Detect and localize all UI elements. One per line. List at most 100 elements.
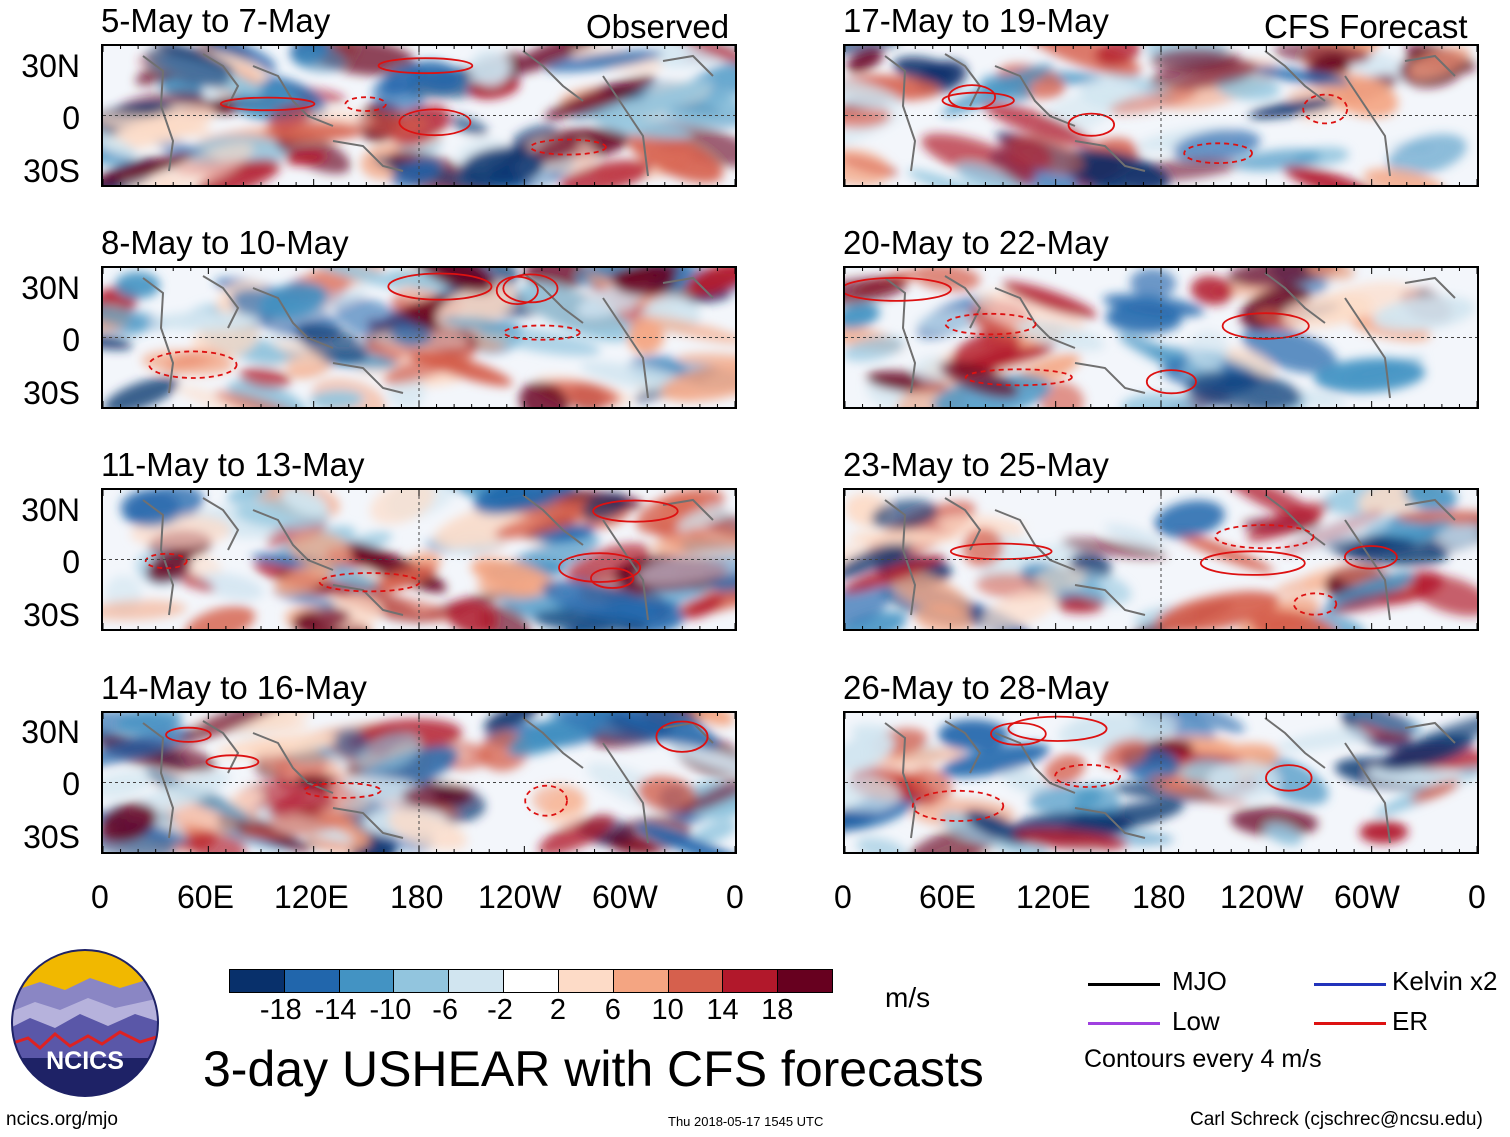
colorbar-swatch [448,969,505,993]
anomaly-blob [921,133,1037,184]
coastline [1404,721,1456,744]
anomaly-blob [511,124,558,149]
coastline [142,722,175,839]
anomaly-blob [631,90,735,132]
map-panel-4 [843,266,1479,409]
er-contour [205,754,260,770]
coastline [1344,297,1391,399]
contour-note: Contours every 4 m/s [1084,1045,1322,1073]
coastline [1404,54,1456,77]
colorbar-swatch [229,969,285,993]
lon-left-end: 0 [726,879,744,915]
anomaly-blob [907,169,980,185]
er-contour [1221,312,1310,340]
anomaly-blob [693,713,735,726]
anomaly-blob [291,608,350,629]
anomaly-blob [1305,268,1355,281]
er-contour [1054,763,1121,788]
legend-label-kelvin: Kelvin x2 [1392,966,1498,996]
coastline [1404,276,1456,299]
anomaly-blob [309,390,364,407]
er-contour [219,96,316,112]
er-contour [398,108,472,137]
er-contour [503,324,581,341]
er-contour [1199,550,1306,576]
colorbar-swatch [503,969,559,993]
panel-title-8: 26-May to 28-May [843,669,1109,706]
anomaly-blob [103,728,196,767]
coastline [1404,498,1456,521]
anomaly-blob [1407,46,1471,80]
er-contour [1214,524,1315,550]
anomaly-blob [893,56,957,84]
lat-30s-row2: 30S [23,375,80,411]
anomaly-blob [612,268,677,297]
anomaly-blob [274,564,333,595]
anomaly-blob [116,713,183,736]
anomaly-blob [845,336,905,362]
lat-eq-row2: 0 [62,322,80,358]
anomaly-blob [1174,713,1246,734]
colorbar-tick-label: 10 [651,994,684,1026]
anomaly-blob [1190,275,1234,306]
anomaly-blob [1044,754,1086,785]
er-contour [144,552,188,570]
anomaly-blob [845,77,903,110]
anomaly-blob [151,311,259,331]
anomaly-blob [1372,295,1475,332]
anomaly-blob [1410,574,1477,617]
coastline [884,55,917,172]
colorbar-swatch [722,969,779,993]
anomaly-blob [941,743,1050,778]
anomaly-blob [845,583,891,628]
anomaly-blob [239,367,291,389]
lat-30s-row3: 30S [23,597,80,633]
colorbar-swatch [667,969,724,993]
lon-right-0: 0 [834,879,852,915]
logo-text: NCICS [46,1047,124,1075]
coastline [252,732,334,794]
anomaly-blob [1095,46,1141,66]
coastline [522,494,584,546]
anomaly-blob [281,490,329,517]
er-contour [344,96,387,112]
anomaly-blob [1234,148,1322,171]
lat-eq-row1: 0 [62,100,80,136]
lon-right-60e: 60E [919,879,976,915]
anomaly-blob [845,539,914,580]
lon-left-0: 0 [91,879,109,915]
anomaly-blob [1002,281,1097,318]
anomaly-blob [845,148,891,185]
anomaly-blob [1187,330,1229,370]
map-panel-6 [843,488,1479,631]
anomaly-blob [1130,268,1176,299]
anomaly-blob [470,558,557,595]
er-contour [558,552,642,583]
anomaly-blob [141,349,235,376]
coastline [252,509,334,571]
colorbar-tick-label: -6 [432,994,459,1026]
anomaly-blob [980,100,1094,148]
lon-right-60w: 60W [1334,879,1400,915]
anomaly-blob [1410,779,1460,803]
anomaly-blob [410,60,464,92]
coastline [1074,362,1146,394]
anomaly-blob [176,385,281,407]
anomaly-blob [120,490,181,527]
colorbar-tick-label: 6 [604,994,621,1026]
coastline [522,717,584,769]
panel-title-6: 23-May to 25-May [843,446,1109,483]
anomaly-blob [115,271,161,299]
anomaly-blob [1148,58,1258,90]
coastline [662,498,714,521]
anomaly-blob [915,311,986,333]
coastline [884,499,917,616]
anomaly-blob [524,268,592,290]
anomaly-blob [891,569,971,616]
coastline [1344,742,1391,844]
legend-label-er: ER [1392,1006,1429,1036]
anomaly-blob [845,776,901,812]
anomaly-blob [103,304,170,330]
anomaly-blob [401,784,474,807]
anomaly-blob [604,713,719,752]
